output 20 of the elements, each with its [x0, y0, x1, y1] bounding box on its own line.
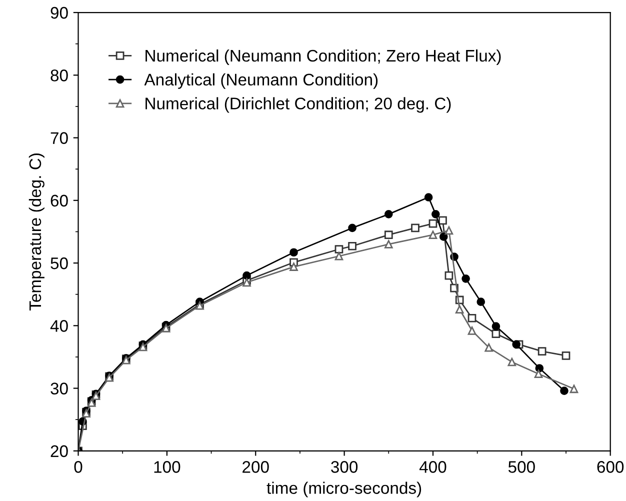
y-tick-label: 60: [50, 194, 68, 207]
x-tick-label: 500: [508, 461, 535, 473]
legend-label: Analytical (Neumann Condition): [144, 73, 378, 89]
legend-label: Numerical (Dirichlet Condition; 20 deg. C): [146, 97, 451, 113]
legend-label: Numerical (Neumann Condition; Zero Heat Flux): [146, 49, 501, 65]
x-tick-label: 200: [242, 461, 269, 473]
y-axis-title: Temperature (deg. C): [28, 154, 44, 311]
y-tick-label: 50: [50, 257, 68, 270]
y-tick-label: 90: [50, 6, 68, 19]
y-tick-label: 20: [50, 445, 68, 458]
y-tick-label: 40: [50, 320, 68, 332]
x-tick-label: 100: [154, 461, 180, 473]
x-tick-label: 600: [597, 461, 624, 473]
x-axis-title: time (micro-seconds): [266, 482, 422, 498]
y-tick-label: 80: [50, 70, 68, 82]
y-tick-label: 70: [50, 132, 68, 144]
y-tick-label: 30: [50, 382, 68, 394]
x-tick-label: 300: [331, 461, 358, 473]
x-tick-label: 0: [74, 461, 82, 473]
x-tick-label: 400: [419, 461, 446, 473]
